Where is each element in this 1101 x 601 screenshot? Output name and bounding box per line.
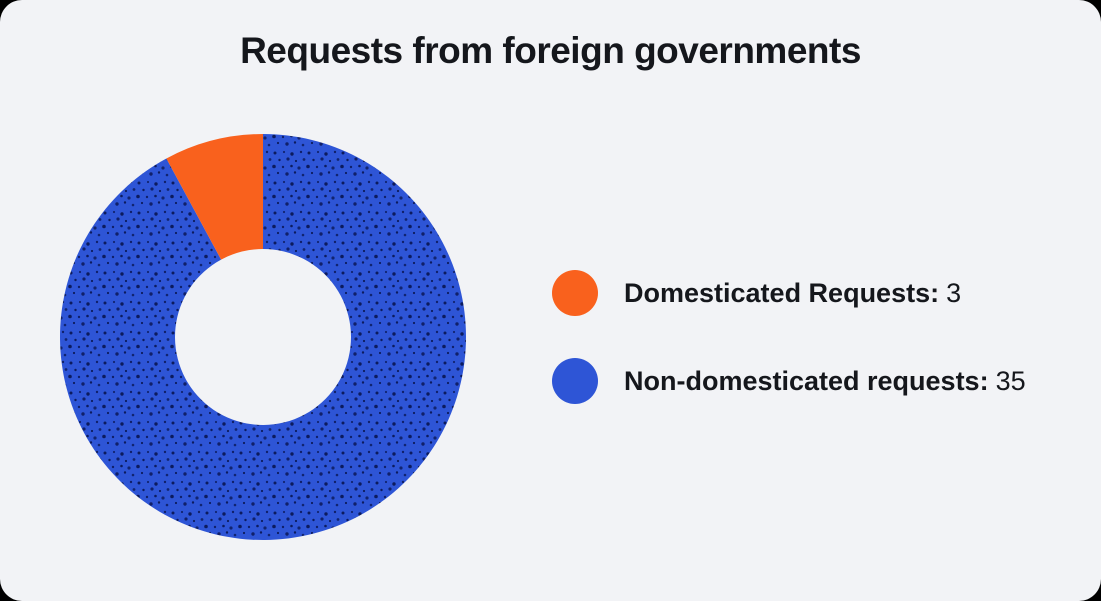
legend: Domesticated Requests: 3 Non-domesticated… <box>552 270 1026 404</box>
chart-title: Requests from foreign governments <box>240 30 861 71</box>
legend-value: 35 <box>995 365 1026 396</box>
donut-segment-non-domesticated-requests <box>59 134 466 540</box>
donut-segments <box>59 134 466 540</box>
donut-segment-domesticated-requests <box>166 134 263 260</box>
legend-item-non-domesticated: Non-domesticated requests: 35 <box>552 358 1026 404</box>
legend-label: Non-domesticated requests: <box>624 365 989 396</box>
legend-text: Non-domesticated requests: 35 <box>624 366 1026 397</box>
legend-value: 3 <box>946 277 962 308</box>
legend-text: Domesticated Requests: 3 <box>624 278 961 309</box>
legend-swatch-blue-circle <box>552 358 598 404</box>
legend-label: Domesticated Requests: <box>624 277 940 308</box>
legend-item-domesticated: Domesticated Requests: 3 <box>552 270 1026 316</box>
legend-swatch-orange-circle <box>552 270 598 316</box>
